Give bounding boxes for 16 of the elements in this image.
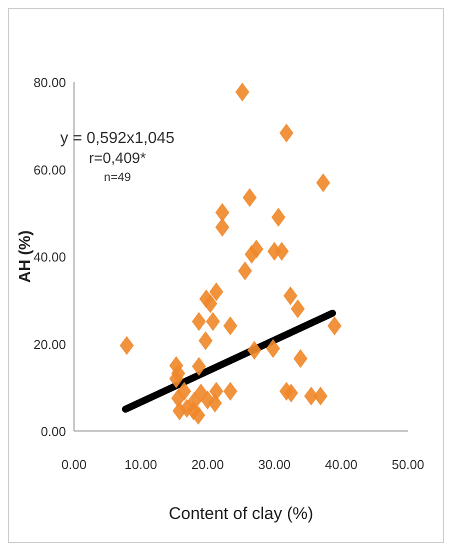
x-tick-label: 10.00: [124, 457, 158, 472]
x-tick-label: 30.00: [258, 457, 291, 472]
y-tick-label: 20.00: [33, 336, 66, 352]
x-axis-title: Content of clay (%): [168, 504, 314, 523]
x-tick-label: 50.00: [392, 457, 424, 472]
y-tick-label: 60.00: [33, 162, 66, 178]
y-tick-label: 80.00: [33, 75, 66, 90]
annotation: r=0,409*: [88, 150, 146, 168]
x-tick-label: 0.00: [61, 457, 87, 472]
x-tick-label: 20.00: [191, 457, 224, 472]
x-tick-label: 40.00: [324, 457, 358, 472]
annotation: n=49: [104, 170, 132, 184]
y-tick-label: 40.00: [33, 250, 66, 264]
y-axis-title: AH (%): [17, 230, 34, 283]
annotation: y = 0,592x1,045: [60, 130, 175, 148]
y-tick-label: 0.00: [40, 424, 66, 439]
